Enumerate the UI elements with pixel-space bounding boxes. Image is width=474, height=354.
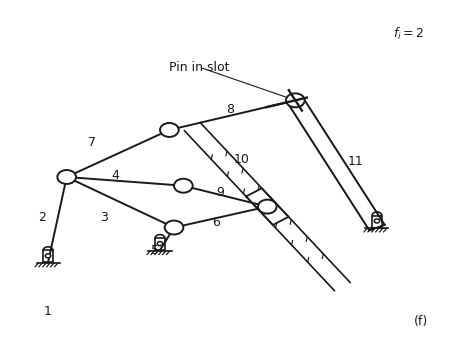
Text: Pin in slot: Pin in slot	[169, 61, 230, 74]
Text: (f): (f)	[414, 315, 428, 328]
Text: 11: 11	[348, 155, 364, 168]
Polygon shape	[288, 98, 384, 230]
Text: 6: 6	[212, 217, 220, 229]
Text: 7: 7	[88, 136, 96, 149]
Circle shape	[157, 241, 163, 246]
Circle shape	[286, 93, 305, 107]
Circle shape	[174, 179, 192, 193]
Text: $f_i = 2$: $f_i = 2$	[393, 26, 424, 42]
Circle shape	[164, 221, 183, 234]
Text: 9: 9	[217, 186, 225, 199]
Text: 8: 8	[226, 103, 234, 115]
Text: 5: 5	[151, 244, 159, 257]
Circle shape	[57, 170, 76, 184]
Circle shape	[374, 219, 380, 223]
Circle shape	[160, 123, 179, 137]
Text: 3: 3	[100, 211, 108, 224]
Text: 2: 2	[38, 211, 46, 224]
Text: 4: 4	[112, 169, 119, 182]
Text: 1: 1	[44, 305, 52, 318]
Circle shape	[258, 200, 277, 213]
Text: 10: 10	[234, 153, 250, 166]
Circle shape	[46, 254, 51, 258]
